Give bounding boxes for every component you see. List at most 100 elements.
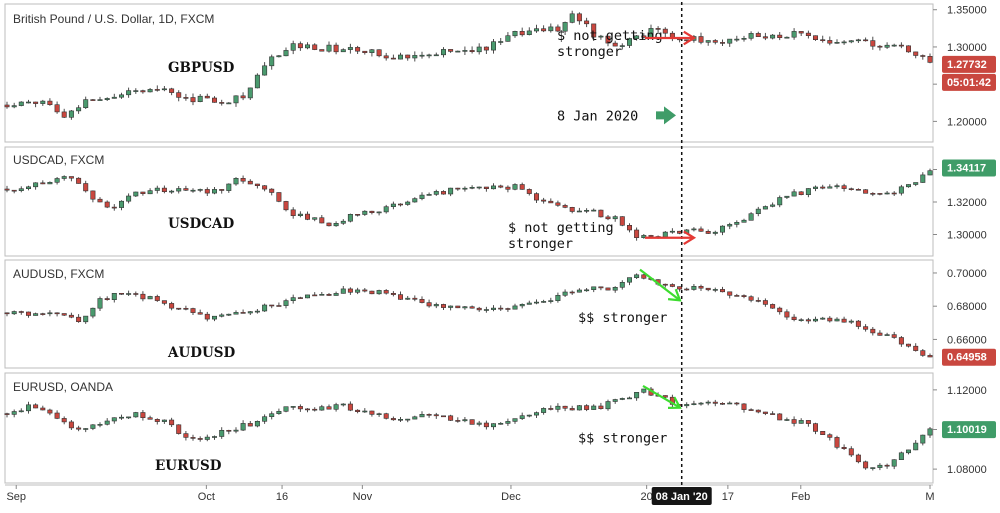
price-tick-label: 1.30000 <box>947 230 987 242</box>
candle-body <box>426 194 432 196</box>
candle-body <box>347 47 353 50</box>
candle-body <box>920 350 926 356</box>
candle-body <box>562 22 568 32</box>
candle-body <box>641 388 647 393</box>
candle-body <box>204 189 210 194</box>
countdown-label: 05:01:42 <box>947 77 991 89</box>
candle-body <box>798 420 804 424</box>
candle-body <box>169 303 175 309</box>
gbpusd-price-axis: 1.350001.300001.250001.200001.2773205:01… <box>933 5 996 128</box>
candle-body <box>347 214 353 222</box>
candle-body <box>40 407 46 411</box>
candle-body <box>61 313 67 316</box>
candle-body <box>25 311 31 316</box>
candle-body <box>891 334 897 338</box>
candle-body <box>390 418 396 421</box>
candle-body <box>340 49 346 53</box>
candle-body <box>576 289 582 293</box>
candle-body <box>548 408 554 410</box>
candle-body <box>11 311 17 315</box>
candle-body <box>25 186 31 190</box>
candle-body <box>483 186 489 190</box>
candle-body <box>591 209 597 212</box>
candle-body <box>254 420 260 427</box>
candle-body <box>634 274 640 278</box>
eurusd-annotations: $$ stronger <box>578 430 667 446</box>
time-tick-label: 20 <box>641 491 653 503</box>
candle-body <box>440 191 446 195</box>
time-axis: Sep Oct 16 Nov Dec 20 17 Feb M 08 Jan '20 <box>5 484 935 505</box>
candle-body <box>448 415 454 421</box>
candle-body <box>541 28 547 32</box>
candle-body <box>147 417 153 420</box>
price-tick-label: 1.08000 <box>947 464 987 476</box>
symbol-label: EURUSD <box>155 458 222 474</box>
candle-body <box>605 401 611 410</box>
candle-body <box>18 101 24 106</box>
candle-body <box>512 30 518 37</box>
candle-body <box>812 318 818 322</box>
candle-body <box>4 312 10 315</box>
candle-body <box>333 223 339 227</box>
candle-body <box>691 403 697 406</box>
candle-body <box>891 459 897 467</box>
candle-body <box>770 413 776 415</box>
candle-body <box>76 177 82 184</box>
candle-body <box>619 398 625 400</box>
candle-body <box>612 399 618 402</box>
candle-body <box>584 405 590 410</box>
candle-body <box>898 452 904 460</box>
candle-body <box>47 312 53 315</box>
candle-body <box>11 105 17 108</box>
candle-body <box>161 419 167 422</box>
candle-body <box>233 429 239 432</box>
candle-body <box>462 419 468 422</box>
candle-body <box>712 40 718 43</box>
candle-body <box>190 437 196 439</box>
candle-body <box>705 40 711 43</box>
candle-body <box>347 403 353 411</box>
candle-body <box>741 295 747 298</box>
candle-body <box>662 395 668 398</box>
candle-body <box>820 430 826 435</box>
candle-body <box>262 304 268 312</box>
candle-body <box>805 319 811 322</box>
candle-body <box>820 186 826 189</box>
candle-body <box>748 33 754 39</box>
price-tick-label: 1.35000 <box>947 5 987 17</box>
candle-body <box>920 174 926 183</box>
candle-body <box>312 294 318 297</box>
candle-body <box>90 424 96 429</box>
candle-body <box>598 405 604 410</box>
pane-title: British Pound / U.S. Dollar, 1D, FXCM <box>13 12 214 26</box>
candle-body <box>283 406 289 412</box>
candle-body <box>784 419 790 421</box>
candle-body <box>240 95 246 99</box>
candle-body <box>405 418 411 421</box>
candle-body <box>476 422 482 425</box>
candle-body <box>312 44 318 50</box>
candle-body <box>519 184 525 190</box>
candle-body <box>712 401 718 404</box>
candle-body <box>269 56 275 67</box>
last-price-label: 0.64958 <box>947 352 987 364</box>
candle-body <box>898 44 904 47</box>
candle-body <box>863 189 869 194</box>
candle-body <box>719 402 725 405</box>
candle-body <box>154 418 160 422</box>
candle-body <box>712 289 718 291</box>
eurusd-candles <box>4 387 933 471</box>
candle-body <box>283 201 289 211</box>
candle-body <box>634 35 640 39</box>
candle-body <box>841 446 847 449</box>
candle-body <box>755 409 761 413</box>
candle-body <box>347 288 353 293</box>
candle-body <box>226 102 232 105</box>
candle-body <box>4 104 10 108</box>
candle-body <box>54 104 60 113</box>
candle-body <box>262 185 268 190</box>
candle-body <box>626 397 632 400</box>
price-tick-label: 1.12000 <box>947 385 987 397</box>
candle-body <box>519 30 525 36</box>
candle-body <box>362 410 368 413</box>
